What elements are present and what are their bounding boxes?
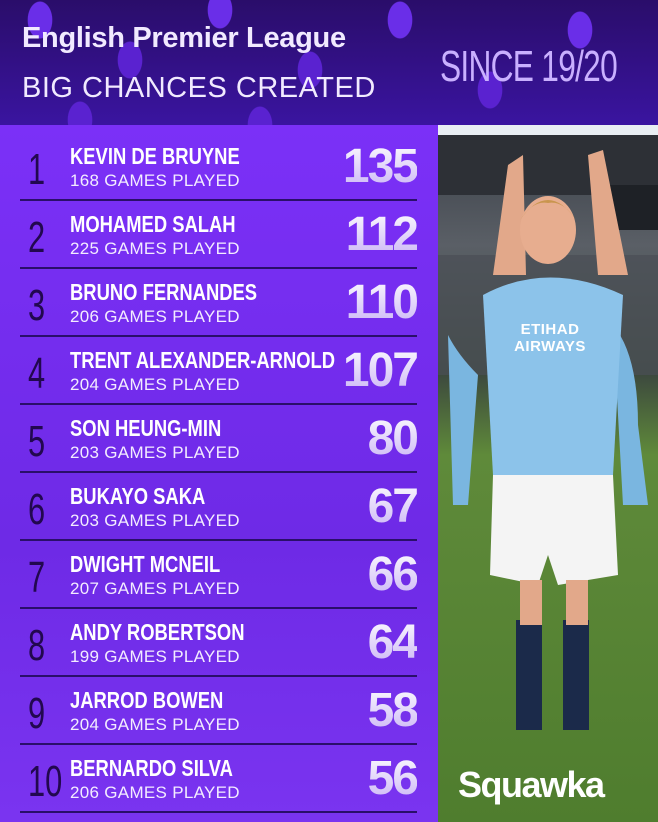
since-label: SINCE 19/20	[440, 42, 618, 91]
big-chances-value: 64	[367, 616, 419, 669]
games-played: 204 GAMES PLAYED	[70, 375, 240, 394]
games-played: 168 GAMES PLAYED	[70, 171, 240, 190]
table-row: 10 BERNARDO SILVA 206 GAMES PLAYED 56	[20, 745, 419, 813]
table-row: 3 BRUNO FERNANDES 206 GAMES PLAYED 110	[20, 269, 419, 337]
games-played: 206 GAMES PLAYED	[70, 783, 240, 802]
player-name: KEVIN DE BRUYNE	[70, 143, 240, 169]
games-played: 207 GAMES PLAYED	[70, 579, 240, 598]
player-name: BRUNO FERNANDES	[70, 279, 258, 305]
player-illustration	[438, 135, 658, 730]
rank-number: 2	[28, 213, 46, 262]
big-chances-value: 58	[367, 684, 419, 737]
table-row: 8 ANDY ROBERTSON 199 GAMES PLAYED 64	[20, 609, 419, 677]
ranking-list: 1 KEVIN DE BRUYNE 168 GAMES PLAYED 135 2 MOHA…	[0, 125, 438, 822]
player-name: BUKAYO SAKA	[70, 483, 206, 509]
header: English Premier League BIG CHANCES CREAT…	[0, 0, 658, 125]
rank-number: 1	[28, 145, 46, 194]
big-chances-value: 56	[367, 752, 419, 805]
rank-number: 8	[28, 621, 46, 670]
big-chances-value: 112	[345, 208, 419, 261]
big-chances-value: 66	[367, 548, 419, 601]
table-row: 9 JARROD BOWEN 204 GAMES PLAYED 58	[20, 677, 419, 745]
player-name: MOHAMED SALAH	[70, 211, 236, 237]
squawka-logo: Squawka	[458, 764, 605, 805]
big-chances-value: 135	[342, 140, 419, 193]
table-row: 5 SON HEUNG-MIN 203 GAMES PLAYED 80	[20, 405, 419, 473]
table-row: 2 MOHAMED SALAH 225 GAMES PLAYED 112	[20, 201, 419, 269]
rank-number: 3	[28, 281, 46, 330]
title: English Premier League	[22, 22, 346, 54]
games-played: 203 GAMES PLAYED	[70, 511, 240, 530]
rank-number: 7	[28, 553, 46, 602]
games-played: 206 GAMES PLAYED	[70, 307, 240, 326]
games-played: 203 GAMES PLAYED	[70, 443, 240, 462]
player-name: BERNARDO SILVA	[70, 755, 233, 781]
games-played: 204 GAMES PLAYED	[70, 715, 240, 734]
big-chances-value: 110	[345, 276, 419, 329]
games-played: 199 GAMES PLAYED	[70, 647, 240, 666]
rank-number: 10	[28, 757, 63, 806]
table-row: 6 BUKAYO SAKA 203 GAMES PLAYED 67	[20, 473, 419, 541]
player-name: TRENT ALEXANDER-ARNOLD	[70, 347, 336, 373]
subtitle: BIG CHANCES CREATED	[22, 72, 376, 104]
big-chances-value: 67	[367, 480, 419, 533]
player-name: DWIGHT MCNEIL	[70, 551, 221, 577]
big-chances-value: 107	[342, 344, 419, 397]
rank-number: 6	[28, 485, 46, 534]
games-played: 225 GAMES PLAYED	[70, 239, 240, 258]
table-row: 4 TRENT ALEXANDER-ARNOLD 204 GAMES PLAYED 1…	[20, 337, 419, 405]
rank-number: 5	[28, 417, 46, 466]
big-chances-value: 80	[367, 412, 419, 465]
player-name: JARROD BOWEN	[70, 687, 224, 713]
shirt-sponsor: ETIHAD AIRWAYS	[514, 321, 586, 355]
player-name: SON HEUNG-MIN	[70, 415, 222, 441]
player-name: ANDY ROBERTSON	[70, 619, 245, 645]
rank-number: 4	[28, 349, 46, 398]
rank-number: 9	[28, 689, 46, 738]
player-photo: ETIHAD AIRWAYS	[438, 125, 658, 822]
table-row: 1 KEVIN DE BRUYNE 168 GAMES PLAYED 135	[20, 133, 419, 201]
table-row: 7 DWIGHT MCNEIL 207 GAMES PLAYED 66	[20, 541, 419, 609]
